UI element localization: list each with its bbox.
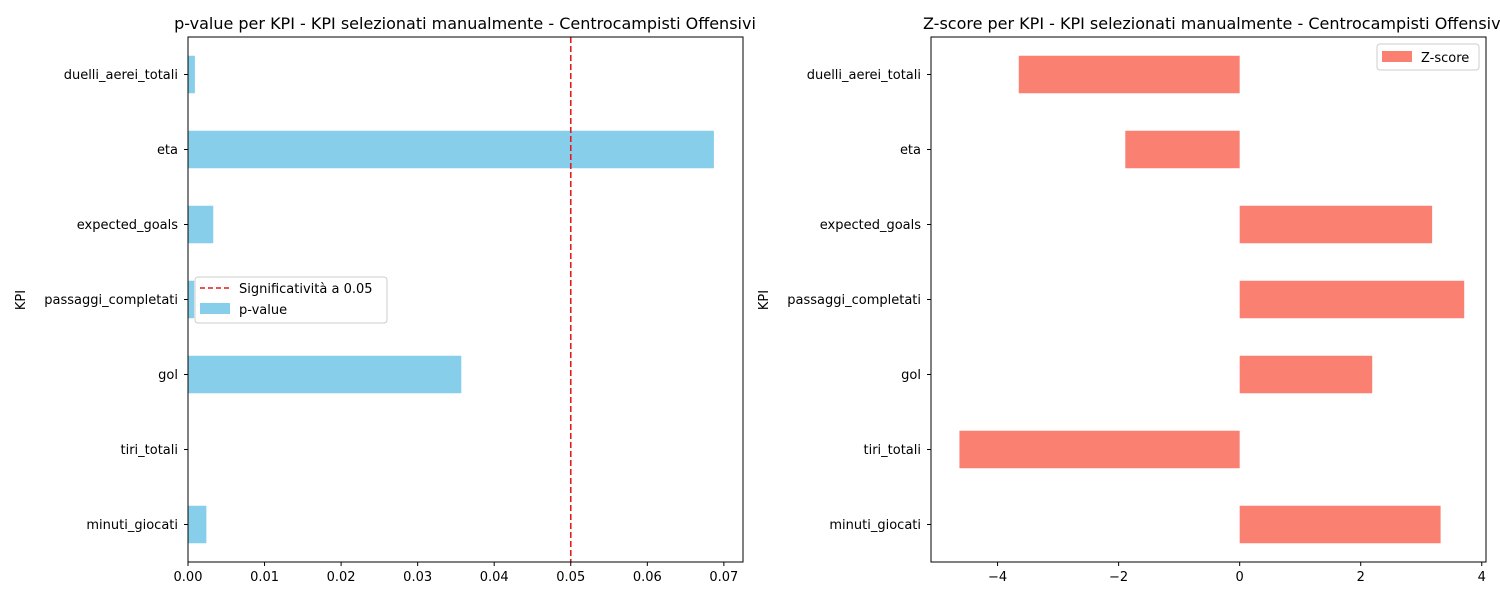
zscore-bar-eta <box>1125 130 1240 169</box>
zscore-chart: Z-score per KPI - KPI selezionati manual… <box>757 14 1500 585</box>
pvalue-x-tick-label-4: 0.04 <box>480 570 509 585</box>
zscore-y-tick-label-gol: gol <box>901 368 921 383</box>
zscore-legend-bar-swatch <box>1382 51 1412 62</box>
pvalue-legend-box <box>194 276 388 324</box>
pvalue-y-tick-label-minuti-giocati: minuti_giocati <box>86 518 178 533</box>
pvalue-chart: p-value per KPI - KPI selezionati manual… <box>14 14 756 585</box>
zscore-x-tick-label-2: 0 <box>1236 570 1244 585</box>
pvalue-y-axis-label: KPI <box>14 290 29 310</box>
pvalue-x-tick-label-7: 0.07 <box>709 570 738 585</box>
pvalue-bar-gol <box>188 355 462 394</box>
zscore-x-tick-label-3: 2 <box>1357 570 1365 585</box>
pvalue-x-tick-label-3: 0.03 <box>403 570 432 585</box>
pvalue-y-tick-label-tiri-totali: tiri_totali <box>120 443 178 458</box>
pvalue-legend-threshold-label: Significatività a 0.05 <box>239 282 373 297</box>
zscore-y-tick-label-tiri-totali: tiri_totali <box>863 443 921 458</box>
zscore-y-tick-label-passaggi-completati: passaggi_completati <box>787 293 921 308</box>
pvalue-x-tick-label-5: 0.05 <box>556 570 585 585</box>
zscore-y-tick-label-duelli-aerei-totali: duelli_aerei_totali <box>807 68 921 83</box>
pvalue-bar-passaggi-completati <box>188 280 195 319</box>
zscore-y-tick-label-minuti-giocati: minuti_giocati <box>829 518 921 533</box>
pvalue-bar-eta <box>188 130 714 169</box>
pvalue-x-ticks: 0.00 0.01 0.02 0.03 0.04 0.05 0.06 0.07 <box>174 562 738 585</box>
pvalue-chart-title: p-value per KPI - KPI selezionati manual… <box>174 14 756 33</box>
zscore-x-tick-label-0: −4 <box>988 570 1007 585</box>
zscore-legend: Z-score <box>1376 43 1480 71</box>
pvalue-y-ticks: minuti_giocati tiri_totali gol passaggi_com… <box>44 68 188 533</box>
zscore-y-tick-label-expected-goals: expected_goals <box>820 218 921 233</box>
pvalue-y-tick-label-eta: eta <box>157 143 178 158</box>
pvalue-x-tick-label-2: 0.02 <box>327 570 356 585</box>
zscore-chart-title: Z-score per KPI - KPI selezionati manual… <box>923 14 1500 33</box>
pvalue-x-tick-label-1: 0.01 <box>250 570 279 585</box>
pvalue-y-tick-label-expected-goals: expected_goals <box>77 218 178 233</box>
pvalue-legend-series-label: p-value <box>239 303 287 318</box>
pvalue-legend-bar-swatch <box>200 303 230 314</box>
pvalue-y-tick-label-gol: gol <box>158 368 178 383</box>
zscore-bar-expected-goals <box>1239 205 1433 244</box>
zscore-legend-series-label: Z-score <box>1421 51 1469 66</box>
zscore-x-ticks: −4 −2 0 2 4 <box>988 562 1486 585</box>
pvalue-bar-duelli-aerei-totali <box>188 55 195 94</box>
pvalue-axes-frame <box>187 36 744 563</box>
pvalue-x-tick-label-6: 0.06 <box>633 570 662 585</box>
zscore-y-axis-label: KPI <box>757 290 772 310</box>
pvalue-legend: Significatività a 0.05 p-value <box>194 276 388 324</box>
zscore-bar-gol <box>1239 355 1373 394</box>
pvalue-y-tick-label-passaggi-completati: passaggi_completati <box>44 293 178 308</box>
zscore-bars <box>959 55 1465 544</box>
zscore-axes-frame <box>930 36 1487 563</box>
pvalue-bars <box>188 55 714 544</box>
zscore-x-tick-label-4: 4 <box>1478 570 1486 585</box>
zscore-y-tick-label-eta: eta <box>900 143 921 158</box>
zscore-bar-tiri-totali <box>959 430 1240 469</box>
pvalue-x-tick-label-0: 0.00 <box>174 570 203 585</box>
pvalue-y-tick-label-duelli-aerei-totali: duelli_aerei_totali <box>64 68 178 83</box>
zscore-x-tick-label-1: −2 <box>1109 570 1128 585</box>
pvalue-bar-minuti-giocati <box>188 505 207 544</box>
pvalue-bar-expected-goals <box>188 205 214 244</box>
zscore-bar-minuti-giocati <box>1239 505 1441 544</box>
zscore-y-ticks: minuti_giocati tiri_totali gol passaggi_com… <box>787 68 931 533</box>
zscore-bar-duelli-aerei-totali <box>1018 55 1240 94</box>
zscore-legend-box <box>1376 43 1480 71</box>
zscore-bar-passaggi-completati <box>1239 280 1465 319</box>
